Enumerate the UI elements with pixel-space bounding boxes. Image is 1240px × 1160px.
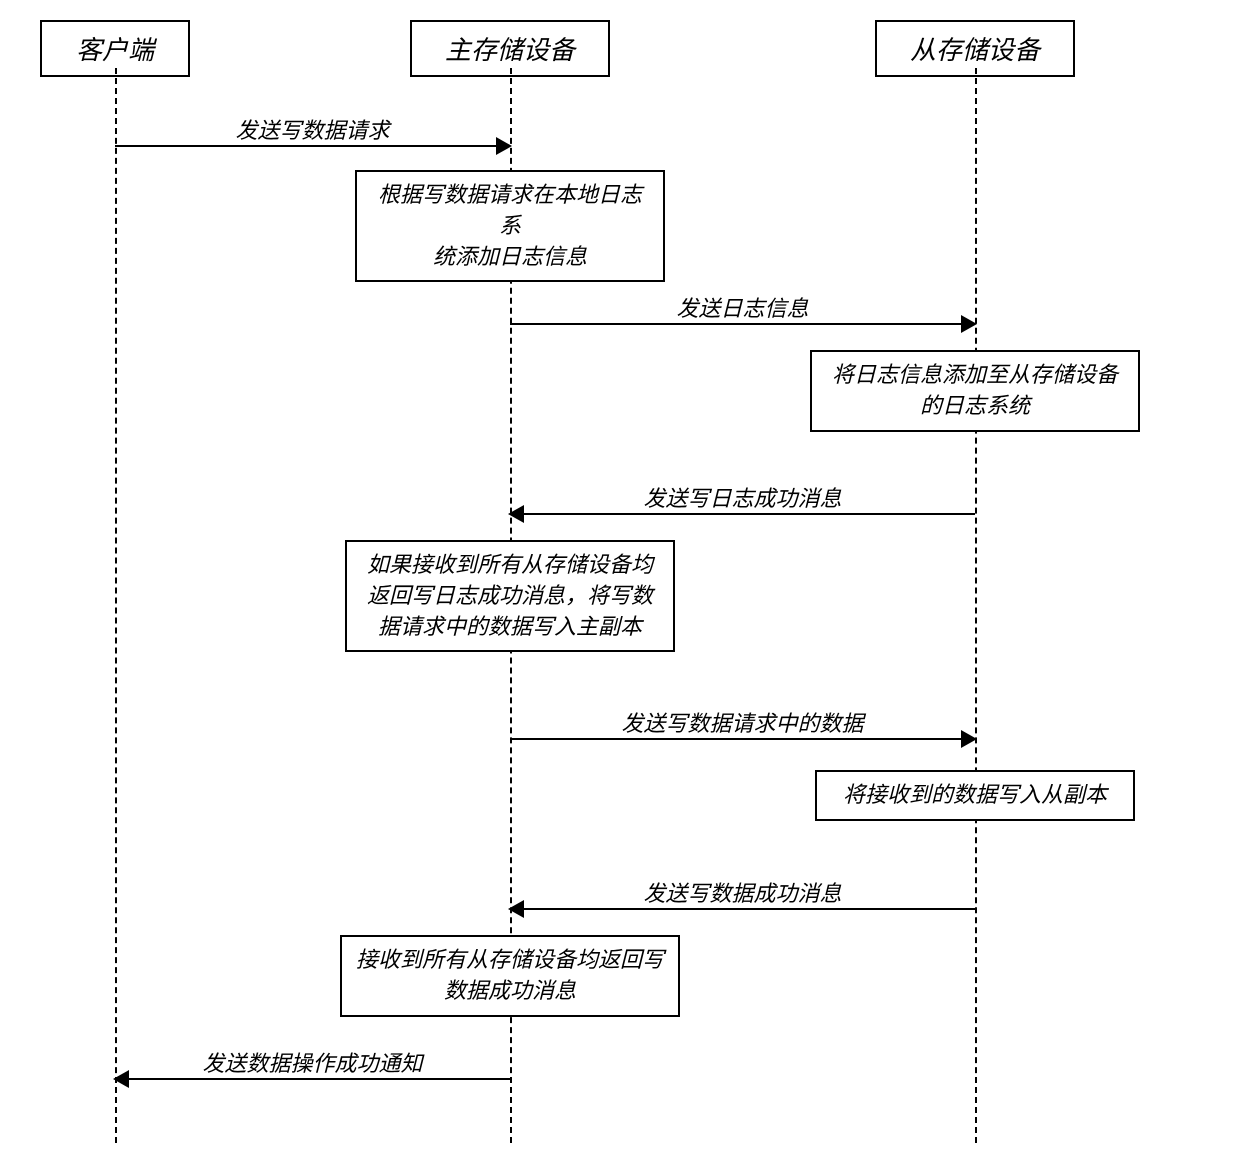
activity-box-1: 将日志信息添加至从存储设备的日志系统 <box>810 350 1140 432</box>
lifeline-replica <box>975 68 977 1143</box>
message-arrow-2 <box>510 513 975 515</box>
lifeline-client <box>115 68 117 1143</box>
activity-box-2: 如果接收到所有从存储设备均返回写日志成功消息，将写数据请求中的数据写入主副本 <box>345 540 675 652</box>
message-arrow-4 <box>510 908 975 910</box>
activity-box-0: 根据写数据请求在本地日志系统添加日志信息 <box>355 170 665 282</box>
message-label-2: 发送写日志成功消息 <box>510 481 975 513</box>
message-arrow-1 <box>510 323 975 325</box>
message-arrow-3 <box>510 738 975 740</box>
message-label-3: 发送写数据请求中的数据 <box>510 706 975 738</box>
message-arrow-5 <box>115 1078 510 1080</box>
activity-box-3: 将接收到的数据写入从副本 <box>815 770 1135 821</box>
activity-box-4: 接收到所有从存储设备均返回写数据成功消息 <box>340 935 680 1017</box>
message-arrow-0 <box>115 145 510 147</box>
message-label-5: 发送数据操作成功通知 <box>115 1046 510 1078</box>
message-label-0: 发送写数据请求 <box>115 113 510 145</box>
message-label-4: 发送写数据成功消息 <box>510 876 975 908</box>
message-label-1: 发送日志信息 <box>510 291 975 323</box>
